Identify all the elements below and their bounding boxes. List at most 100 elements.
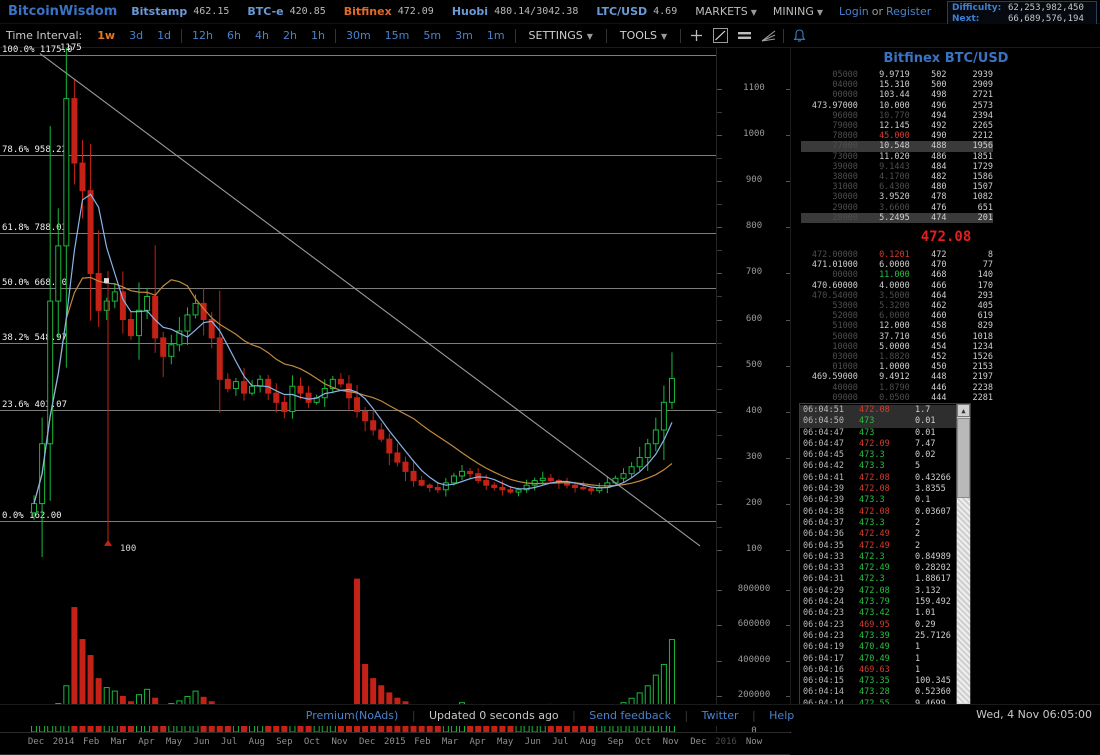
trade-row[interactable]: 06:04:39 473.3 0.1 — [800, 495, 970, 506]
trade-row[interactable]: 06:04:31 472.3 1.88617 — [800, 574, 970, 585]
orderbook-ask-row[interactable]: 29000 3.6600 476 651 — [801, 203, 993, 213]
trade-row[interactable]: 06:04:14472.559.4699 — [800, 699, 970, 710]
footer-help-link[interactable]: Help — [769, 709, 795, 722]
ticker-bitfinex[interactable]: Bitfinex 472.09 — [344, 5, 434, 18]
interval-30m[interactable]: 30m — [345, 29, 371, 42]
trades-scrollbar[interactable]: ▲ ▼ — [956, 404, 970, 717]
trade-row[interactable]: 06:04:29 472.08 3.132 — [800, 586, 970, 597]
orderbook-ask-row[interactable]: 77000 10.548 488 1956 — [801, 141, 993, 152]
orderbook-ask-row[interactable]: 79000 12.145 492 2265 — [801, 121, 993, 131]
interval-2h[interactable]: 2h — [282, 29, 297, 42]
orderbook-bid-row[interactable]: 471.01000 6.0000 470 77 — [801, 260, 993, 270]
alarm-bell-icon[interactable] — [789, 28, 809, 44]
orderbook-ask-row[interactable]: 05000 9.9719 502 2939 — [801, 70, 993, 80]
fan-icon[interactable] — [758, 28, 778, 44]
tools-menu[interactable]: TOOLS ▼ — [619, 29, 668, 42]
trade-row[interactable]: 06:04:17 470.49 1 — [800, 654, 970, 665]
plus-icon[interactable] — [686, 28, 706, 44]
chart-area[interactable]: 100.0% 1175.0 78.6% 958.22 61.8% 788.03 50.… — [0, 43, 791, 755]
trade-row[interactable]: 06:04:35 472.49 2 — [800, 541, 970, 552]
site-logo[interactable]: BitcoinWisdom — [8, 4, 118, 19]
ticker-btc-e[interactable]: BTC-e 420.85 — [247, 5, 325, 18]
interval-5m[interactable]: 5m — [423, 29, 442, 42]
ticker-bitstamp[interactable]: Bitstamp 462.15 — [131, 5, 229, 18]
footer-twitter-link[interactable]: Twitter — [701, 709, 739, 722]
orderbook-bid-row[interactable]: 09000 0.0500 444 2281 — [801, 393, 993, 403]
horizontal-line-icon[interactable] — [734, 28, 754, 44]
footer-feedback-link[interactable]: Send feedback — [589, 709, 672, 722]
trade-row[interactable]: 06:04:39 472.08 3.8355 — [800, 484, 970, 495]
orderbook-ask-row[interactable]: 00000 103.44 498 2721 — [801, 90, 993, 100]
trade-row[interactable]: 06:04:51 472.08 1.7 — [800, 405, 970, 417]
scrollbar-thumb[interactable] — [957, 418, 970, 498]
trade-row[interactable]: 06:04:45 473.3 0.02 — [800, 450, 970, 461]
orderbook-bid-row[interactable]: 470.60000 4.0000 466 170 — [801, 281, 993, 291]
trade-row[interactable]: 06:04:33 472.3 0.84989 — [800, 552, 970, 563]
trade-row[interactable]: 06:04:38 472.08 0.03607 — [800, 507, 970, 518]
ticker-huobi[interactable]: Huobi 480.14/3042.38 — [452, 5, 579, 18]
orderbook-bid-row[interactable]: 03000 1.8820 452 1526 — [801, 352, 993, 362]
orderbook-ask-row[interactable]: 73000 11.020 486 1851 — [801, 152, 993, 162]
trade-row[interactable]: 06:04:24 473.79 159.492 — [800, 597, 970, 608]
orderbook-bid-row[interactable]: 40000 1.8790 446 2238 — [801, 383, 993, 393]
interval-4h[interactable]: 4h — [255, 29, 269, 42]
login-link[interactable]: Login — [839, 5, 869, 18]
footer-premium-link[interactable]: Premium(NoAds) — [305, 709, 399, 722]
trade-row[interactable]: 06:04:50 473 0.01 — [800, 416, 970, 428]
interval-3m[interactable]: 3m — [455, 29, 473, 42]
orderbook-ask-row[interactable]: 31000 6.4300 480 1507 — [801, 182, 993, 192]
orderbook-ask-row[interactable]: 96000 10.770 494 2394 — [801, 111, 993, 121]
orderbook-bid-row[interactable]: 472.00000 0.1201 472 8 — [801, 250, 993, 260]
orderbook-bid-row[interactable]: 52000 6.0000 460 619 — [801, 311, 993, 321]
asks-table[interactable]: 05000 9.9719 502 2939 04000 15.310 500 2909 0000… — [801, 70, 993, 224]
orderbook-bid-row[interactable]: 50000 37.710 456 1018 — [801, 332, 993, 342]
trade-row[interactable]: 06:04:15 473.35 100.345 — [800, 676, 970, 687]
interval-1w[interactable]: 1w — [97, 29, 116, 42]
orderbook-ask-row[interactable]: 78000 45.000 490 2212 — [801, 131, 993, 141]
trade-row[interactable]: 06:04:47 472.09 7.47 — [800, 439, 970, 450]
interval-6h[interactable]: 6h — [227, 29, 241, 42]
orderbook-ask-row[interactable]: 04000 15.310 500 2909 — [801, 80, 993, 90]
trendline-icon[interactable] — [710, 28, 730, 44]
orderbook-ask-row[interactable]: 473.97000 10.000 496 2573 — [801, 101, 993, 111]
menu-mining[interactable]: MINING ▼ — [773, 5, 823, 18]
interval-1d[interactable]: 1d — [157, 29, 172, 42]
register-link[interactable]: Register — [886, 5, 932, 18]
trade-row[interactable]: 06:04:14 473.28 0.52360 — [800, 687, 970, 698]
interval-15m[interactable]: 15m — [384, 29, 410, 42]
orderbook-ask-row[interactable]: 39000 9.1443 484 1729 — [801, 162, 993, 172]
orderbook-ask-row[interactable]: 28000 5.2495 474 201 — [801, 212, 993, 224]
ticker-ltc-usd[interactable]: LTC/USD 4.69 — [596, 5, 677, 18]
orderbook-ask-row[interactable]: 38000 4.1700 482 1586 — [801, 172, 993, 182]
trade-row[interactable]: 06:04:23 473.39 25.7126 — [800, 631, 970, 642]
trade-row[interactable]: 06:04:42 473.3 5 — [800, 461, 970, 472]
interval-1m[interactable]: 1m — [486, 29, 505, 42]
trade-row[interactable]: 06:04:33 472.49 0.28202 — [800, 563, 970, 574]
trade-row[interactable]: 06:04:19 470.49 1 — [800, 642, 970, 653]
scroll-up-icon[interactable]: ▲ — [957, 404, 970, 417]
trade-row[interactable]: 06:04:37 473.3 2 — [800, 518, 970, 529]
menu-markets[interactable]: MARKETS ▼ — [695, 5, 757, 18]
trade-history-list[interactable]: 06:04:51 472.08 1.7 06:04:50 473 0.01 06:04:47… — [799, 403, 971, 718]
orderbook-bid-row[interactable]: 00000 11.000 468 140 — [801, 270, 993, 280]
orderbook-bid-row[interactable]: 51000 12.000 458 829 — [801, 321, 993, 331]
orderbook-ask-row[interactable]: 30000 3.9520 478 1082 — [801, 192, 993, 202]
trade-row[interactable]: 06:04:16 469.63 1 — [800, 665, 970, 676]
bids-table[interactable]: 472.00000 0.1201 472 8 471.01000 6.0000 470 77 0… — [801, 250, 993, 403]
orderbook-bid-row[interactable]: 53000 5.3200 462 405 — [801, 301, 993, 311]
interval-1h[interactable]: 1h — [310, 29, 325, 42]
orderbook-bid-row[interactable]: 01000 1.0000 450 2153 — [801, 362, 993, 372]
trade-row[interactable]: 06:04:36 472.49 2 — [800, 529, 970, 540]
price-pane[interactable]: 100.0% 1175.0 78.6% 958.22 61.8% 788.03 50.… — [0, 43, 716, 568]
orderbook-bid-row[interactable]: 470.54000 3.5000 464 293 — [801, 291, 993, 301]
interval-3d[interactable]: 3d — [129, 29, 144, 42]
orderbook-bid-row[interactable]: 10000 5.0000 454 1234 — [801, 342, 993, 352]
settings-menu[interactable]: SETTINGS ▼ — [528, 29, 593, 42]
interval-12h[interactable]: 12h — [192, 29, 214, 42]
trade-row[interactable]: 06:04:23 469.95 0.29 — [800, 620, 970, 631]
orderbook-bid-row[interactable]: 469.59000 9.4912 448 2197 — [801, 372, 993, 382]
trade-row[interactable]: 06:04:23 473.42 1.01 — [800, 608, 970, 619]
trade-row[interactable]: 06:04:41 472.08 0.43266 — [800, 473, 970, 484]
trade-row[interactable]: 06:04:47 473 0.01 — [800, 428, 970, 439]
scrollbar-track[interactable] — [957, 498, 970, 703]
